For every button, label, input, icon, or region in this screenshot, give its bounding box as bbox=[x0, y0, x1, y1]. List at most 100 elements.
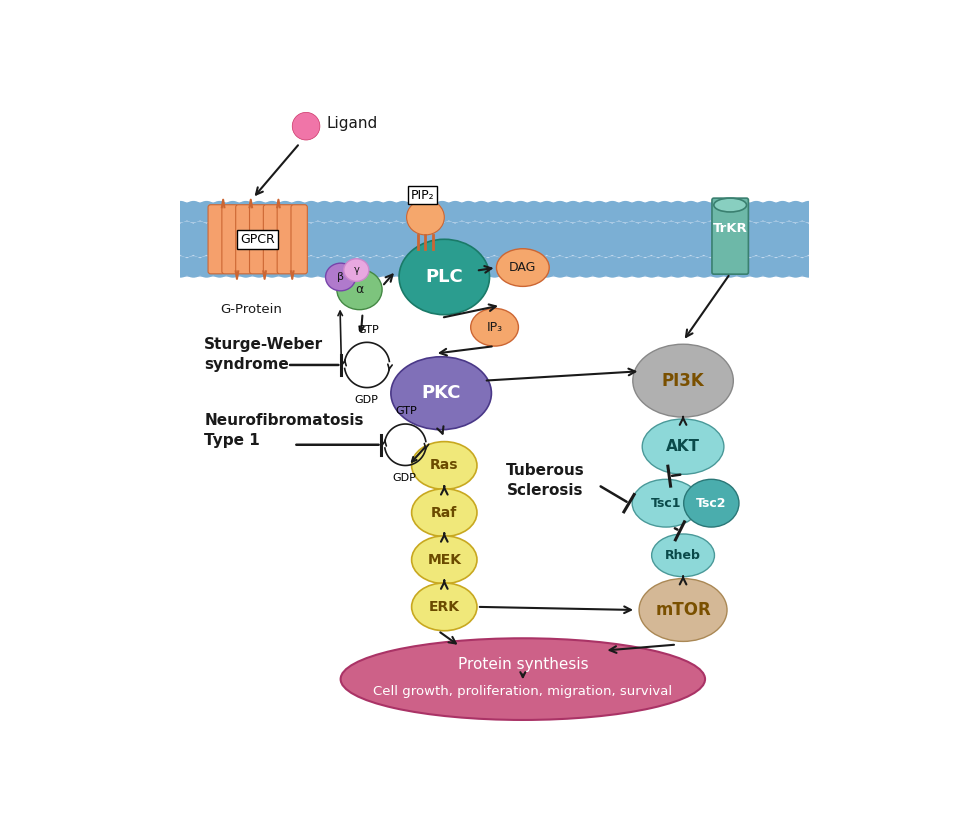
Text: γ: γ bbox=[353, 265, 359, 275]
Circle shape bbox=[635, 237, 654, 256]
Circle shape bbox=[668, 202, 688, 222]
Circle shape bbox=[301, 202, 321, 222]
Circle shape bbox=[209, 202, 230, 222]
Circle shape bbox=[675, 237, 694, 256]
Text: Ligand: Ligand bbox=[326, 116, 377, 131]
Circle shape bbox=[694, 202, 714, 222]
Circle shape bbox=[583, 237, 602, 256]
Circle shape bbox=[491, 222, 510, 242]
Circle shape bbox=[393, 202, 413, 222]
Text: syndrome: syndrome bbox=[205, 357, 290, 372]
Circle shape bbox=[498, 257, 517, 277]
Circle shape bbox=[432, 257, 453, 277]
Circle shape bbox=[269, 222, 288, 242]
Circle shape bbox=[517, 237, 537, 256]
Circle shape bbox=[720, 257, 740, 277]
Circle shape bbox=[432, 202, 453, 222]
Ellipse shape bbox=[632, 479, 700, 527]
Circle shape bbox=[458, 257, 479, 277]
Circle shape bbox=[479, 222, 497, 242]
Circle shape bbox=[806, 237, 824, 256]
FancyBboxPatch shape bbox=[235, 205, 252, 274]
Circle shape bbox=[484, 257, 505, 277]
Circle shape bbox=[654, 257, 675, 277]
FancyBboxPatch shape bbox=[250, 205, 265, 274]
Text: PLC: PLC bbox=[426, 268, 463, 286]
Circle shape bbox=[262, 202, 282, 222]
Text: DAG: DAG bbox=[510, 261, 537, 274]
Circle shape bbox=[707, 202, 728, 222]
Circle shape bbox=[517, 222, 537, 242]
Circle shape bbox=[570, 222, 589, 242]
Circle shape bbox=[282, 237, 301, 256]
Circle shape bbox=[688, 222, 706, 242]
Circle shape bbox=[393, 257, 413, 277]
Circle shape bbox=[701, 237, 720, 256]
Circle shape bbox=[373, 222, 393, 242]
Circle shape bbox=[353, 202, 373, 222]
Circle shape bbox=[681, 202, 701, 222]
Circle shape bbox=[413, 237, 432, 256]
FancyBboxPatch shape bbox=[712, 198, 749, 274]
Circle shape bbox=[295, 222, 314, 242]
Ellipse shape bbox=[633, 344, 733, 417]
Circle shape bbox=[498, 202, 517, 222]
Circle shape bbox=[628, 257, 648, 277]
Circle shape bbox=[301, 257, 321, 277]
Circle shape bbox=[387, 237, 405, 256]
Circle shape bbox=[491, 237, 510, 256]
Text: PI3K: PI3K bbox=[662, 371, 704, 390]
Circle shape bbox=[413, 222, 432, 242]
Circle shape bbox=[759, 202, 780, 222]
Circle shape bbox=[183, 202, 204, 222]
Text: AKT: AKT bbox=[666, 439, 700, 455]
Circle shape bbox=[289, 257, 308, 277]
Circle shape bbox=[204, 237, 222, 256]
Circle shape bbox=[256, 237, 275, 256]
Ellipse shape bbox=[643, 419, 724, 474]
Text: Ras: Ras bbox=[430, 459, 458, 472]
Circle shape bbox=[275, 202, 295, 222]
Circle shape bbox=[327, 202, 347, 222]
Text: Tsc1: Tsc1 bbox=[650, 497, 681, 510]
FancyBboxPatch shape bbox=[277, 205, 293, 274]
Circle shape bbox=[602, 257, 622, 277]
Circle shape bbox=[242, 222, 262, 242]
Bar bbox=[180, 221, 809, 259]
Circle shape bbox=[321, 237, 341, 256]
Circle shape bbox=[197, 257, 216, 277]
Circle shape bbox=[531, 237, 550, 256]
Circle shape bbox=[746, 202, 766, 222]
Circle shape bbox=[543, 222, 563, 242]
Circle shape bbox=[282, 222, 301, 242]
Circle shape bbox=[373, 237, 393, 256]
Circle shape bbox=[367, 257, 387, 277]
Circle shape bbox=[766, 222, 786, 242]
Circle shape bbox=[197, 202, 216, 222]
Circle shape bbox=[759, 257, 780, 277]
Circle shape bbox=[773, 257, 792, 277]
Circle shape bbox=[727, 237, 746, 256]
Circle shape bbox=[648, 237, 668, 256]
Circle shape bbox=[315, 257, 335, 277]
Circle shape bbox=[714, 237, 733, 256]
Circle shape bbox=[622, 222, 642, 242]
Text: GPCR: GPCR bbox=[240, 233, 275, 246]
Circle shape bbox=[400, 237, 419, 256]
Circle shape bbox=[616, 202, 636, 222]
FancyBboxPatch shape bbox=[263, 205, 280, 274]
Circle shape bbox=[576, 202, 596, 222]
Circle shape bbox=[295, 237, 314, 256]
Text: Protein synthesis: Protein synthesis bbox=[457, 657, 588, 672]
Ellipse shape bbox=[412, 441, 477, 490]
Bar bbox=[180, 202, 809, 277]
Ellipse shape bbox=[406, 200, 444, 235]
Text: PIP₂: PIP₂ bbox=[410, 188, 434, 202]
Circle shape bbox=[183, 257, 204, 277]
Circle shape bbox=[216, 237, 235, 256]
Circle shape bbox=[439, 222, 458, 242]
Circle shape bbox=[419, 257, 439, 277]
Ellipse shape bbox=[714, 198, 747, 212]
Text: IP₃: IP₃ bbox=[486, 321, 503, 334]
Text: GTP: GTP bbox=[396, 406, 417, 416]
